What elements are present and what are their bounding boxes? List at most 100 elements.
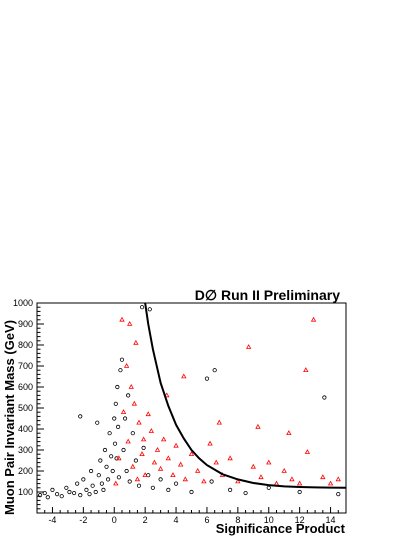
data-point-triangle	[182, 476, 188, 482]
data-point-triangle	[123, 362, 130, 368]
data-point-circle	[112, 416, 117, 421]
data-point-circle	[166, 487, 171, 492]
data-point-circle	[37, 493, 43, 498]
data-point-triangle	[304, 449, 311, 454]
chart-title: D∅ Run II Preliminary	[195, 287, 340, 303]
data-point-triangle	[113, 480, 119, 486]
data-point-circle	[81, 477, 86, 482]
data-point-triangle	[139, 451, 145, 457]
data-point-triangle	[131, 400, 138, 406]
data-point-circle	[112, 441, 118, 446]
data-point-triangle	[327, 480, 334, 486]
data-point-triangle	[136, 419, 142, 425]
data-point-circle	[95, 420, 100, 425]
data-point-triangle	[303, 367, 309, 373]
data-point-triangle	[227, 455, 233, 461]
data-point-triangle	[134, 476, 141, 482]
data-point-triangle	[173, 442, 179, 448]
data-point-triangle	[273, 480, 280, 486]
data-point-circle	[173, 481, 179, 486]
x-tick-label: 12	[295, 515, 305, 525]
data-point-triangle	[120, 409, 127, 415]
data-point-circle	[121, 447, 126, 453]
data-point-circle	[84, 487, 89, 492]
data-point-circle	[136, 483, 142, 488]
data-point-circle	[150, 485, 155, 490]
data-point-circle	[127, 479, 132, 484]
y-tick-label: 800	[18, 340, 33, 350]
data-point-circle	[158, 477, 163, 482]
data-point-circle	[122, 416, 128, 421]
data-point-circle	[228, 487, 233, 492]
plot-area	[37, 302, 347, 500]
data-point-triangle	[142, 472, 148, 478]
y-tick-label: 700	[18, 361, 33, 371]
data-point-circle	[126, 393, 131, 398]
data-point-circle	[113, 401, 118, 406]
data-point-triangle	[207, 440, 213, 446]
data-point-circle	[322, 395, 327, 400]
data-point-circle	[101, 487, 106, 492]
data-point-triangle	[258, 474, 264, 480]
data-point-circle	[116, 475, 121, 480]
data-point-triangle	[266, 459, 272, 465]
data-point-triangle	[250, 463, 256, 469]
data-point-circle	[147, 307, 152, 312]
x-axis-label: Significance Product	[216, 521, 346, 536]
data-point-circle	[266, 485, 271, 490]
data-point-circle	[104, 464, 109, 469]
x-tick-label: 6	[204, 515, 209, 525]
data-point-triangle	[119, 316, 125, 322]
y-tick-label: 100	[18, 487, 33, 497]
data-point-triangle	[213, 459, 219, 465]
data-point-triangle	[128, 383, 134, 389]
data-point-triangle	[157, 465, 164, 471]
x-tick-label: -4	[48, 515, 56, 525]
data-point-triangle	[161, 436, 167, 442]
data-point-triangle	[286, 430, 292, 436]
data-point-circle	[50, 487, 55, 492]
data-point-circle	[115, 384, 120, 390]
data-point-triangle	[310, 316, 317, 322]
data-point-circle	[118, 368, 123, 373]
data-point-circle	[54, 491, 60, 497]
data-point-circle	[87, 491, 92, 497]
y-tick-label: 300	[18, 445, 33, 455]
data-point-triangle	[140, 436, 147, 442]
data-point-triangle	[181, 373, 187, 379]
data-point-triangle	[178, 461, 184, 467]
y-tick-label: 200	[18, 466, 33, 476]
data-point-circle	[75, 481, 80, 486]
data-point-triangle	[165, 455, 171, 461]
data-point-circle	[110, 468, 115, 474]
data-point-triangle	[145, 411, 151, 417]
data-point-triangle	[201, 478, 207, 484]
data-point-circle	[59, 494, 64, 499]
data-point-triangle	[320, 474, 326, 480]
data-point-circle	[189, 489, 194, 495]
data-point-triangle	[130, 463, 136, 469]
series-circle	[37, 305, 341, 500]
data-point-circle	[133, 458, 138, 463]
series-triangle	[113, 316, 341, 486]
data-point-circle	[336, 491, 341, 497]
x-tick-label: 0	[112, 515, 117, 525]
data-point-triangle	[195, 467, 201, 473]
y-tick-label: 400	[18, 424, 33, 434]
data-point-triangle	[216, 419, 222, 425]
data-point-circle	[105, 477, 111, 482]
data-point-triangle	[170, 472, 176, 478]
data-point-circle	[45, 495, 50, 500]
data-point-circle	[71, 490, 77, 496]
data-point-triangle	[245, 344, 252, 349]
y-tick-label: 1000	[13, 298, 33, 308]
data-point-triangle	[127, 320, 133, 326]
data-point-circle	[64, 485, 69, 490]
data-point-circle	[42, 490, 47, 496]
x-tick-label: 8	[235, 515, 240, 525]
y-axis-label: Muon Pair Invariant Mass (GeV)	[2, 320, 17, 515]
data-point-triangle	[281, 467, 287, 473]
y-tick-label: 900	[18, 319, 33, 329]
data-point-circle	[204, 376, 210, 381]
